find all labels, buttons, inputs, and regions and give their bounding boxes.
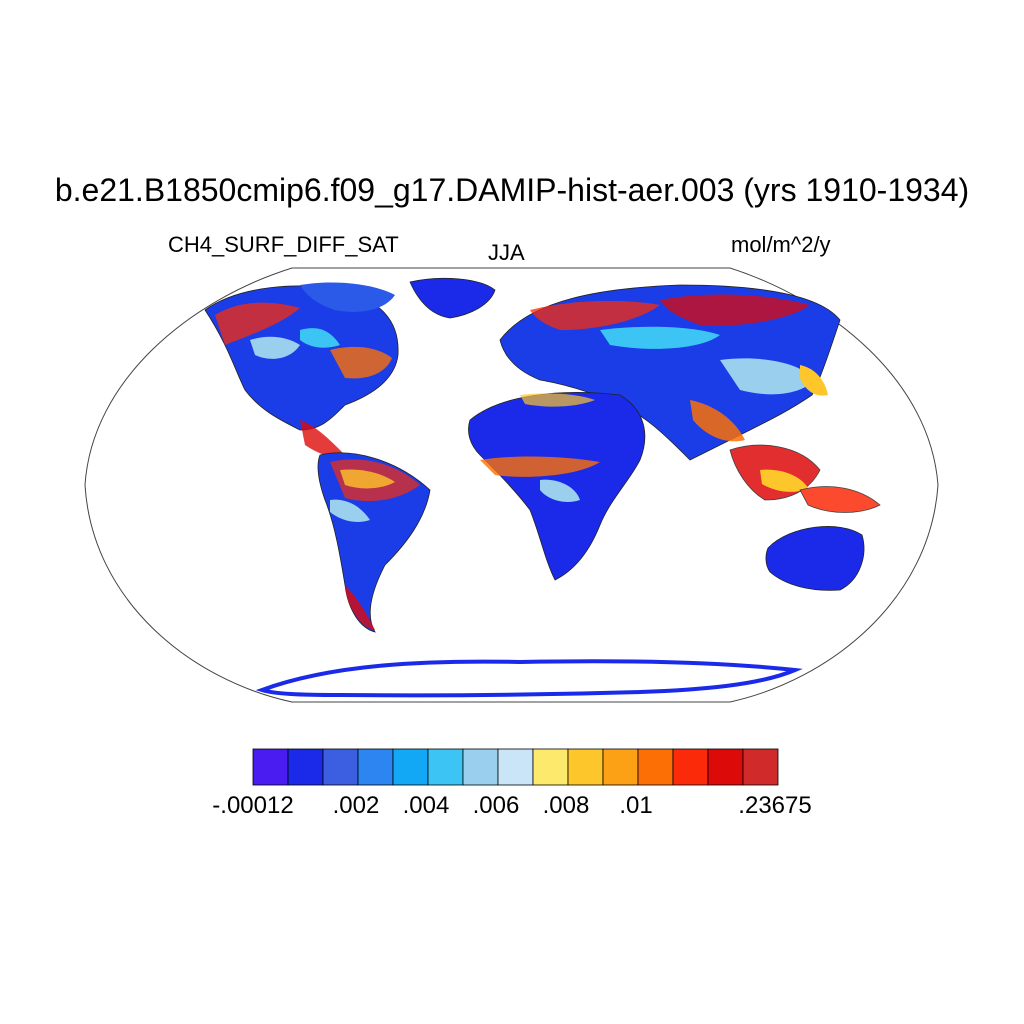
colorbar-tick-label: .01 (619, 792, 653, 819)
colorbar-tick-label: .002 (332, 792, 380, 819)
africa-landmass (468, 392, 646, 581)
season-label: JJA (488, 240, 525, 265)
colorbar-swatch (462, 748, 499, 786)
colorbar-swatch (287, 748, 324, 786)
units-label: mol/m^2/y (731, 232, 831, 257)
colorbar-tick-label: .004 (402, 792, 450, 819)
colorbar-swatch (567, 748, 604, 786)
north-america-landmass (204, 282, 399, 457)
southeast-asia-landmass (729, 444, 881, 513)
colorbar-swatch (252, 748, 289, 786)
colorbar-swatch (357, 748, 394, 786)
colorbar-swatch (532, 748, 569, 786)
antarctica-landmass (255, 659, 803, 698)
colorbar-swatch (672, 748, 709, 786)
colorbar-tick-label: .008 (542, 792, 590, 819)
colorbar-swatch (497, 748, 534, 786)
colorbar-swatch (427, 748, 464, 786)
colorbar-swatch (322, 748, 359, 786)
greenland-landmass (409, 277, 496, 319)
colorbar-swatch (637, 748, 674, 786)
colorbar-tick-label: -.00012 (212, 792, 294, 819)
south-america-landmass (317, 452, 431, 633)
colorbar-tick-label: .23675 (738, 792, 812, 819)
colorbar-swatch (707, 748, 744, 786)
colorbar-swatch (742, 748, 779, 786)
colorbar-tick-label: .006 (472, 792, 520, 819)
variable-label: CH4_SURF_DIFF_SAT (168, 232, 399, 257)
colorbar-swatch (392, 748, 429, 786)
australia-landmass (765, 526, 865, 591)
map-title: b.e21.B1850cmip6.f09_g17.DAMIP-hist-aer.… (54, 172, 970, 208)
colorbar-swatch (602, 748, 639, 786)
